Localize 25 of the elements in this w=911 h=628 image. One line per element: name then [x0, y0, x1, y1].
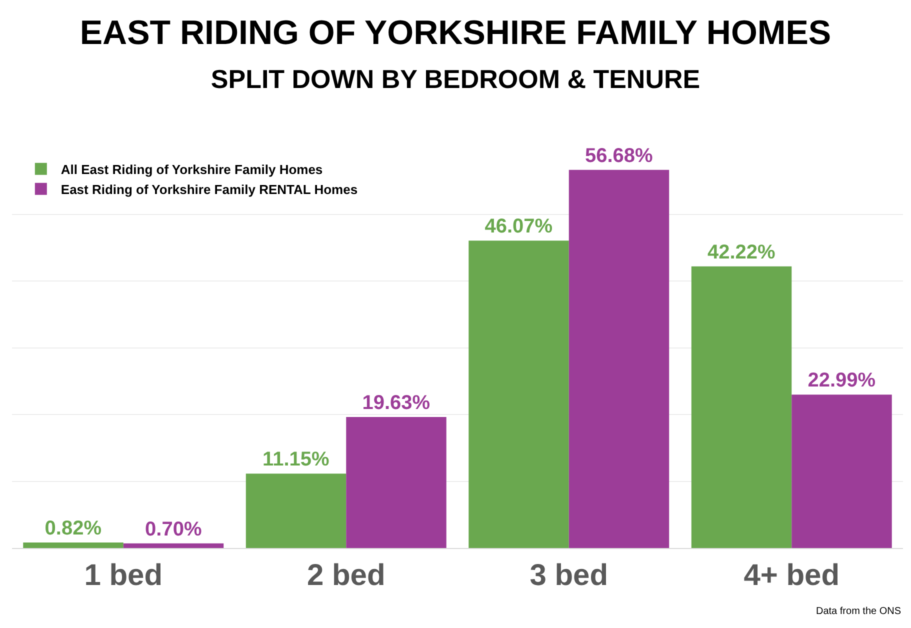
legend-label: East Riding of Yorkshire Family RENTAL Homes	[60, 182, 358, 197]
data-label: 0.70%	[145, 518, 202, 540]
chart-subtitle: SPLIT DOWN BY BEDROOM & TENURE	[210, 64, 700, 94]
bar	[346, 417, 446, 548]
bar	[568, 170, 670, 548]
x-tick-label: 4+ bed	[744, 559, 840, 592]
bar	[23, 542, 124, 548]
chart-title: EAST RIDING OF YORKSHIRE FAMILY HOMES	[80, 14, 832, 52]
text: Data from the ONS	[816, 606, 902, 617]
data-label: 0.82%	[44, 518, 102, 540]
x-tick-label: 3 bed	[530, 559, 608, 592]
data-label: 56.68%	[584, 144, 654, 167]
bar	[691, 266, 792, 548]
data-label: 46.07%	[484, 216, 553, 238]
data-label: 19.63%	[362, 392, 430, 414]
bar	[123, 543, 224, 548]
data-label: 11.15%	[262, 448, 330, 471]
bar	[792, 394, 892, 548]
x-tick-label: 2 bed	[306, 559, 386, 592]
bar	[246, 474, 346, 548]
legend-label: All East Riding of Yorkshire Family Homes	[60, 162, 323, 177]
bar	[468, 240, 569, 548]
data-label: 42.22%	[707, 241, 776, 264]
x-tick-label: 1 bed	[84, 559, 163, 592]
data-label: 22.99%	[808, 370, 876, 392]
